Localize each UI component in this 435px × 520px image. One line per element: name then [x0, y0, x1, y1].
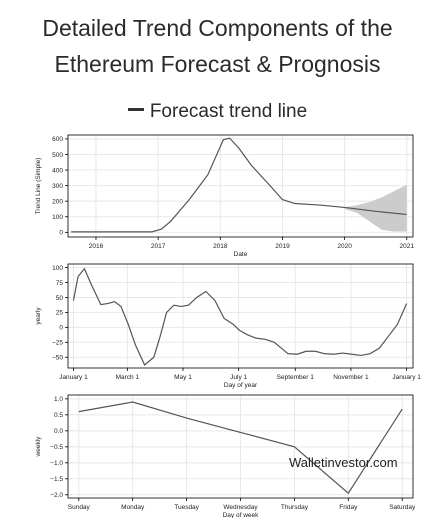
x-tick-label: Saturday — [389, 504, 416, 511]
x-tick-label: July 1 — [230, 374, 247, 381]
weekly-chart: Sunday Monday Tuesday Wednesday Thursday Frid… — [35, 394, 416, 518]
y-tick-label: 300 — [52, 183, 63, 190]
x-tick-label: 2016 — [89, 243, 104, 250]
weekly-series-line — [78, 401, 403, 495]
y-tick-label: 600 — [52, 136, 63, 143]
x-tick-label: 2019 — [275, 243, 290, 250]
x-tick-label: March 1 — [116, 374, 140, 381]
x-tick-label: Wednesday — [223, 504, 258, 511]
y-tick-label: 50 — [56, 295, 64, 302]
x-tick-label: January 1 — [392, 374, 421, 381]
trend-series-line — [71, 137, 407, 233]
x-tick-label: September 1 — [277, 374, 315, 381]
page-title: Detailed Trend Components of the Ethereu… — [0, 10, 435, 82]
x-tick-label: Thursday — [281, 504, 309, 511]
legend: Forecast trend line — [0, 101, 435, 123]
y-tick-label: 200 — [52, 198, 63, 205]
y-tick-label: 500 — [52, 152, 63, 159]
x-tick-label: 2020 — [337, 243, 352, 250]
y-tick-label: 0.0 — [54, 428, 63, 435]
x-tick-label: 2017 — [151, 243, 166, 250]
y-tick-label: −2.0 — [50, 492, 63, 499]
x-tick-label: November 1 — [333, 374, 369, 381]
y-axis-label: weekly — [35, 436, 42, 458]
legend-line-swatch — [127, 108, 144, 112]
page-title-line-2: Ethereum Forecast & Prognosis — [54, 51, 381, 77]
yearly-series-line — [72, 267, 408, 366]
x-tick-label: 2018 — [213, 243, 228, 250]
y-tick-label: 0 — [59, 230, 63, 237]
y-axis-label: Trend Line (Simple) — [35, 158, 42, 215]
x-tick-label: Monday — [121, 504, 145, 511]
y-tick-label: −1.0 — [50, 460, 63, 467]
x-axis-label: Day of year — [224, 382, 258, 389]
x-tick-label: May 1 — [174, 374, 192, 381]
x-tick-label: 2021 — [400, 243, 415, 250]
x-tick-label: Friday — [339, 504, 358, 511]
x-axis-label: Date — [234, 251, 248, 258]
y-tick-label: 100 — [52, 265, 63, 272]
plot-frame — [67, 263, 414, 369]
yearly-chart: January 1 March 1 May 1 July 1 September 1 No… — [35, 263, 421, 389]
y-tick-label: −1.5 — [50, 476, 63, 483]
y-tick-label: 100 — [52, 214, 63, 221]
y-tick-label: 75 — [56, 280, 64, 287]
trend-chart: 2016 2017 2018 2019 2020 2021 0 100 200 300 400 500… — [35, 134, 415, 258]
x-axis-label: Day of week — [223, 512, 260, 518]
y-tick-label: −25 — [52, 340, 63, 347]
x-tick-label: Sunday — [68, 504, 91, 511]
x-tick-label: January 1 — [59, 374, 88, 381]
page-title-line-1: Detailed Trend Components of the — [42, 15, 393, 41]
x-tick-label: Tuesday — [174, 504, 199, 511]
y-tick-label: 400 — [52, 167, 63, 174]
y-tick-label: −0.5 — [50, 444, 63, 451]
watermark-text: Walletinvestor.com — [289, 455, 398, 470]
y-tick-label: 25 — [56, 310, 64, 317]
uncertainty-band — [344, 184, 407, 232]
y-tick-label: 0 — [59, 325, 63, 332]
y-tick-label: 0.5 — [54, 412, 63, 419]
y-tick-label: −50 — [52, 355, 63, 362]
legend-label: Forecast trend line — [149, 101, 308, 122]
y-tick-label: 1.0 — [54, 396, 63, 403]
y-axis-label: yearly — [35, 307, 42, 325]
